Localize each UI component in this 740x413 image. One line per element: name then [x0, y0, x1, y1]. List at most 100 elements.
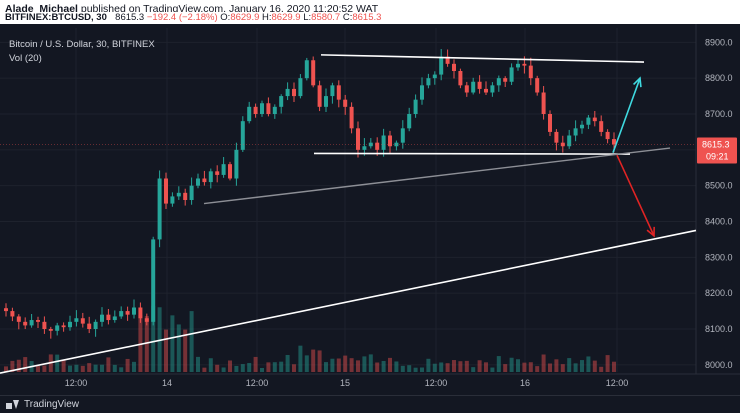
chart-pane[interactable]: 8900.08800.08700.08600.08500.08400.08300…: [0, 24, 740, 404]
candle-body: [426, 78, 431, 86]
volume-bar: [496, 356, 501, 372]
volume-bar: [260, 367, 264, 372]
volume-bar: [400, 365, 405, 372]
bullish-arrow-head: [633, 76, 642, 88]
volume-bar: [292, 364, 296, 372]
candle-body: [183, 192, 188, 200]
volume-bar: [164, 329, 168, 372]
volume-bar: [266, 362, 271, 372]
volume-bar: [388, 357, 392, 372]
time-tick-label: 12:00: [65, 378, 88, 388]
volume-bar: [336, 358, 341, 372]
volume-bar: [375, 362, 380, 372]
volume-bar: [394, 361, 399, 372]
candle-body: [196, 178, 200, 186]
current-price-label-bg: [697, 137, 737, 164]
candle-body: [356, 128, 360, 150]
time-tick-label: 14: [162, 378, 172, 388]
candle-body: [16, 316, 21, 322]
candle-body: [336, 85, 341, 100]
volume-bar: [368, 354, 373, 372]
bar-countdown-label: 09:21: [706, 151, 729, 161]
candle-body: [375, 142, 380, 150]
candle-body: [343, 99, 348, 107]
candle-body: [55, 325, 60, 331]
candle-body: [503, 78, 508, 82]
rising-support-trendline[interactable]: [203, 147, 671, 205]
candle-body: [452, 63, 456, 71]
candle-body: [548, 114, 552, 132]
volume-bar: [362, 356, 367, 372]
volume-bar: [458, 361, 463, 372]
channel-bottom-trendline[interactable]: [313, 152, 631, 155]
candle-body: [535, 78, 540, 93]
volume-bar: [567, 358, 572, 372]
candle-body: [484, 88, 488, 93]
volume-bar: [432, 363, 437, 372]
tradingview-brand[interactable]: TradingView: [6, 399, 79, 410]
volume-bar: [42, 365, 47, 372]
time-tick-label: 16: [520, 378, 530, 388]
volume-bar: [189, 311, 194, 372]
price-tick-label: 8200.0: [705, 288, 733, 298]
candle-body: [516, 63, 520, 68]
volume-bar: [93, 364, 98, 372]
volume-bar: [356, 360, 360, 372]
candle-body: [458, 71, 463, 86]
volume-bar: [170, 315, 175, 372]
candle-body: [528, 65, 533, 79]
candle-body: [202, 178, 207, 183]
candle-body: [272, 106, 277, 114]
volume-bar: [535, 366, 540, 372]
volume-bar: [586, 356, 591, 372]
candle-body: [208, 171, 213, 183]
candle-body: [464, 85, 469, 93]
volume-bar: [413, 367, 418, 372]
volume-bar: [516, 359, 520, 372]
bearish-arrow[interactable]: [616, 154, 655, 237]
candle-body: [407, 114, 412, 129]
price-tick-label: 8000.0: [705, 360, 733, 370]
long-support-trendline[interactable]: [0, 229, 697, 374]
candle-body: [580, 124, 584, 129]
candle-body: [292, 88, 296, 97]
candle-body: [298, 78, 303, 97]
chart-canvas[interactable]: 8900.08800.08700.08600.08500.08400.08300…: [0, 24, 740, 395]
candle-body: [228, 164, 232, 179]
volume-bar: [439, 362, 444, 372]
candle-body: [573, 128, 578, 136]
volume-bar: [490, 367, 495, 372]
channel-top-trendline[interactable]: [320, 54, 645, 63]
symbol-interval: BITFINEX:BTCUSD, 30: [5, 12, 107, 23]
candle-body: [330, 85, 335, 97]
volume-bar: [605, 355, 610, 372]
volume-bar: [272, 362, 277, 372]
volume-bar: [196, 356, 200, 372]
candle-body: [36, 320, 40, 322]
volume-bar: [426, 358, 431, 372]
candle-body: [592, 117, 597, 122]
candle-body: [247, 106, 252, 122]
candle-body: [381, 135, 386, 150]
volume-bar: [23, 357, 28, 372]
price-change: −192.4 (−2.18%): [146, 12, 218, 23]
volume-bar: [176, 324, 181, 372]
candle-body: [349, 106, 354, 129]
volume-bar: [240, 364, 245, 372]
price-tick-label: 8100.0: [705, 324, 733, 334]
legend-title: Bitcoin / U.S. Dollar, 30, BITFINEX: [9, 39, 155, 50]
candle-body: [119, 311, 124, 317]
volume-bar: [592, 360, 597, 372]
volume-bar: [298, 345, 303, 372]
high-label: H:: [262, 12, 272, 23]
candle-body: [445, 56, 450, 64]
candle-body: [221, 164, 226, 175]
bullish-arrow[interactable]: [612, 77, 641, 153]
volume-bar: [573, 363, 578, 372]
close-label: C:: [342, 12, 353, 23]
price-tick-label: 8800.0: [705, 73, 733, 83]
candle-body: [80, 318, 85, 324]
footer-bar: TradingView: [0, 395, 740, 413]
candle-body: [170, 196, 175, 204]
volume-bar: [343, 355, 348, 372]
